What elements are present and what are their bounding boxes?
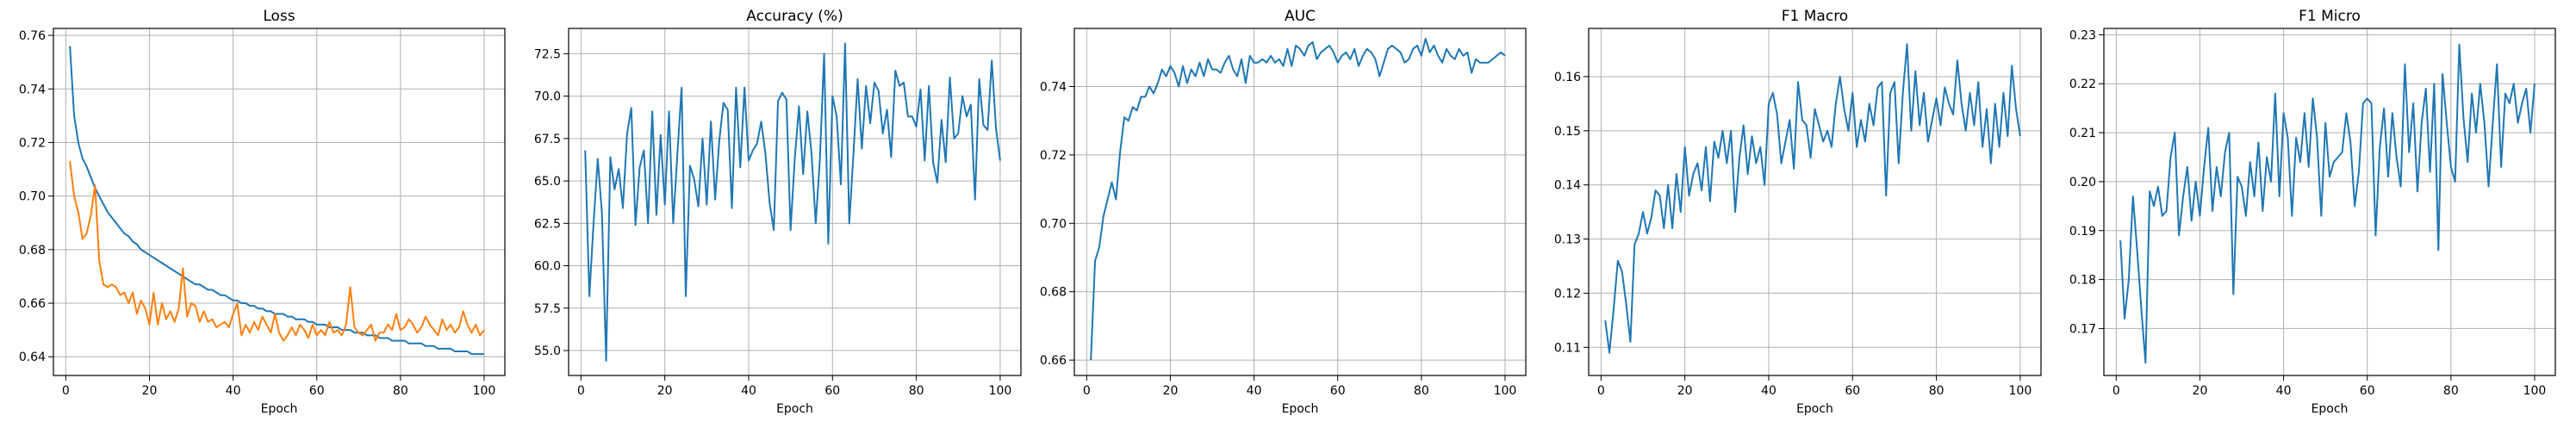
series-line-2 [69,161,485,342]
y-tick-label: 0.13 [1554,233,1581,247]
x-tick-label: 40 [226,384,241,398]
y-tick-label: 0.74 [19,83,46,96]
plot-frame [2103,28,2556,376]
x-tick-label: 60 [309,384,325,398]
x-axis-label: Epoch [2312,402,2349,416]
x-tick-label: 100 [2523,384,2547,398]
y-tick-label: 0.74 [1040,80,1067,94]
plot-frame [53,28,506,376]
y-tick-label: 0.70 [19,190,46,204]
y-tick-label: 60.0 [534,260,561,274]
x-tick-label: 0 [2112,384,2120,398]
y-tick-label: 65.0 [534,175,561,189]
y-tick-label: 0.14 [1554,179,1581,193]
y-tick-label: 0.72 [19,136,46,150]
x-tick-label: 80 [393,384,408,398]
x-tick-label: 80 [1414,384,1429,398]
y-tick-label: 70.0 [534,90,561,104]
x-tick-label: 60 [1330,384,1346,398]
plot-frame [1588,28,2042,376]
chart-panel-1: 0 20 40 60 80 100 0.64 0.66 0.68 0.70 0.72 0.74 0.76… [19,8,506,416]
y-tick-label: 57.5 [534,302,561,316]
x-axis-label: Epoch [776,402,813,416]
y-tick-label: 0.72 [1040,149,1067,163]
y-tick-label: 0.12 [1554,287,1581,301]
x-tick-label: 40 [1247,384,1262,398]
x-tick-label: 20 [1163,384,1179,398]
y-tick-label: 0.68 [1040,286,1067,300]
series-line-1 [1090,37,1506,361]
y-tick-label: 0.64 [19,351,46,364]
x-tick-label: 0 [577,384,585,398]
y-tick-label: 0.70 [1040,217,1067,231]
x-tick-label: 80 [1929,384,1944,398]
x-tick-label: 40 [741,384,756,398]
y-tick-label: 0.20 [2069,176,2096,189]
y-tick-label: 0.11 [1554,341,1581,355]
y-tick-label: 0.22 [2069,78,2096,91]
x-tick-label: 100 [2009,384,2032,398]
y-tick-label: 0.66 [19,297,46,311]
x-axis-label: Epoch [1282,402,1319,416]
x-tick-label: 0 [1597,384,1605,398]
x-tick-label: 0 [1083,384,1091,398]
x-tick-label: 60 [1845,384,1860,398]
chart-panel-4: 0 20 40 60 80 100 0.11 0.12 0.13 0.14 0.15 0.16 F1 M… [1554,8,2042,416]
x-tick-label: 60 [2360,384,2375,398]
y-tick-label: 0.15 [1554,125,1581,139]
x-tick-label: 20 [1677,384,1693,398]
y-tick-label: 0.18 [2069,274,2096,288]
chart-title: F1 Micro [2299,8,2361,25]
x-tick-label: 20 [2193,384,2208,398]
y-tick-label: 67.5 [534,133,561,146]
x-tick-label: 80 [909,384,924,398]
y-tick-label: 55.0 [534,344,561,358]
series-line-1 [2119,43,2536,364]
x-tick-label: 20 [657,384,673,398]
y-tick-label: 0.21 [2069,127,2096,140]
chart-title: F1 Macro [1782,8,1848,25]
y-tick-label: 0.68 [19,244,46,258]
x-tick-label: 40 [2276,384,2292,398]
chart-title: AUC [1285,8,1316,25]
x-tick-label: 40 [1761,384,1776,398]
y-tick-label: 0.19 [2069,225,2096,239]
y-tick-label: 0.66 [1040,354,1067,368]
y-tick-label: 0.76 [19,29,46,43]
x-tick-label: 100 [989,384,1012,398]
x-tick-label: 0 [62,384,70,398]
x-tick-label: 100 [1494,384,1517,398]
y-tick-label: 62.5 [534,217,561,231]
x-axis-label: Epoch [1796,402,1833,416]
y-tick-label: 72.5 [534,47,561,61]
y-tick-label: 0.23 [2069,28,2096,42]
chart-title: Accuracy (%) [746,8,843,25]
series-line-1 [584,42,1001,362]
series-line-1 [1604,43,2021,354]
x-axis-label: Epoch [261,402,298,416]
chart-panel-2: 0 20 40 60 80 100 55.0 57.5 60.0 62.5 65.0 67.5 70.0… [534,8,1022,416]
plot-frame [1073,28,1527,376]
series-line-1 [69,46,484,356]
plot-frame [568,28,1022,376]
x-tick-label: 80 [2443,384,2459,398]
y-tick-label: 0.17 [2069,322,2096,336]
x-tick-label: 60 [824,384,840,398]
chart-panel-5: 0 20 40 60 80 100 0.17 0.18 0.19 0.20 0.21 0.22 0.23… [2069,8,2556,416]
chart-title: Loss [263,8,295,25]
y-tick-label: 0.16 [1554,71,1581,84]
chart-panel-3: 0 20 40 60 80 100 0.66 0.68 0.70 0.72 0.74 AUC Epoch [1040,8,1527,416]
x-tick-label: 20 [142,384,158,398]
x-tick-label: 100 [473,384,496,398]
